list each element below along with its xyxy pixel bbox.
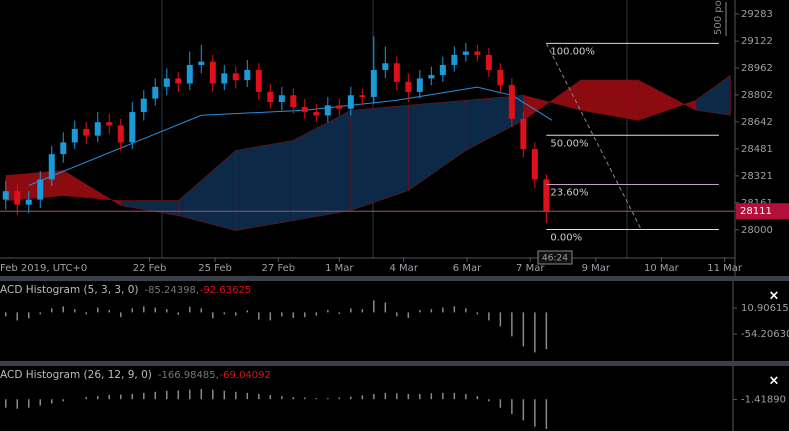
candle-body (278, 95, 285, 102)
candle-body (543, 179, 550, 212)
candle-body (186, 64, 193, 84)
y-tick-label: -54.20630 (741, 329, 789, 340)
readout: -85.24398 (145, 285, 196, 296)
fib-label: 0.00% (550, 233, 582, 244)
fib-label: 100.00% (550, 46, 595, 57)
candle-body (290, 95, 297, 108)
candle-body (359, 95, 366, 97)
y-tick-label: -1.41890 (741, 395, 786, 406)
y-tick-label: 28642 (741, 117, 773, 128)
candle-body (83, 128, 90, 136)
candle-body (474, 51, 481, 55)
fib-label: 50.00% (550, 138, 588, 149)
x-tick-label: 6 Mar (453, 263, 482, 274)
y-tick-label: 10.90615 (741, 303, 789, 314)
candle-body (531, 149, 538, 180)
candle-body (14, 191, 21, 205)
y-tick-label: 28481 (741, 144, 773, 155)
readout: -69.04092 (220, 370, 271, 381)
candle-body (255, 70, 262, 92)
candle-body (313, 112, 320, 116)
candle-body (117, 125, 124, 143)
y-tick-label: 28802 (741, 90, 773, 101)
last-price-box (736, 203, 789, 220)
separator: , (216, 370, 219, 381)
panel-title: ACD Histogram (5, 3, 3, 0) (0, 284, 139, 296)
candle-body (382, 63, 389, 71)
panel-title: ACD Histogram (26, 12, 9, 0) (0, 369, 152, 381)
candle-body (497, 70, 504, 86)
candle-body (2, 191, 9, 200)
candle-body (221, 73, 228, 84)
candle-body (508, 85, 515, 119)
candle-body (106, 122, 113, 126)
candle-body (301, 107, 308, 113)
fib-label: 23.60% (550, 187, 588, 198)
panel-separator (0, 361, 789, 366)
candle-body (370, 70, 377, 97)
x-tick-label: 10 Mar (644, 263, 680, 274)
x-start-label: Feb 2019, UTC+0 (0, 263, 87, 274)
candle-body (232, 73, 239, 81)
candle-body (94, 122, 101, 136)
scale-label: 500 poi (713, 0, 724, 35)
close-button[interactable]: × (769, 374, 780, 389)
candle-body (267, 91, 274, 102)
candle-body (428, 75, 435, 79)
x-tick-label: 9 Mar (582, 263, 611, 274)
separator: , (196, 285, 199, 296)
candle-body (324, 105, 331, 116)
y-tick-label: 29283 (741, 9, 773, 20)
last-price-label: 28111 (740, 206, 772, 217)
cloud-segment (695, 74, 731, 116)
candle-body (520, 118, 527, 150)
countdown-box (537, 250, 573, 265)
candle-body (71, 128, 78, 143)
candle-body (244, 70, 251, 81)
candle-body (25, 199, 32, 205)
y-tick-label: 29122 (741, 36, 773, 47)
candle-body (439, 64, 446, 76)
x-tick-label: 4 Mar (390, 263, 419, 274)
candle-body (152, 86, 159, 99)
y-tick-label: 28962 (741, 63, 773, 74)
x-tick-label: 25 Feb (198, 263, 232, 274)
candle-body (405, 81, 412, 92)
readout: -166.98485 (158, 370, 216, 381)
x-tick-label: 1 Mar (325, 263, 354, 274)
close-button[interactable]: × (769, 289, 780, 304)
candle-body (140, 98, 147, 113)
candle-body (37, 179, 44, 200)
candle-body (393, 63, 400, 82)
candle-body (60, 142, 67, 155)
candle-body (336, 105, 343, 109)
candle-body (175, 78, 182, 84)
countdown: 46:24 (542, 254, 568, 264)
panel-separator (0, 276, 789, 281)
readout: -92.63625 (200, 285, 251, 296)
candle-body (198, 61, 205, 65)
y-tick-label: 28000 (741, 225, 773, 236)
y-tick-label: 28321 (741, 171, 773, 182)
x-tick-label: 22 Feb (133, 263, 167, 274)
candle-body (48, 154, 55, 180)
candle-body (209, 61, 216, 84)
candle-body (129, 112, 136, 143)
x-tick-label: 27 Feb (262, 263, 296, 274)
x-tick-label: 7 Mar (516, 263, 545, 274)
candle-body (347, 95, 354, 109)
candle-body (485, 54, 492, 71)
candle-body (416, 78, 423, 92)
candle-body (163, 78, 170, 87)
candle-body (451, 54, 458, 65)
cloud-segment (235, 140, 294, 231)
candle-body (462, 51, 469, 55)
x-tick-label: 11 Mar (707, 263, 743, 274)
